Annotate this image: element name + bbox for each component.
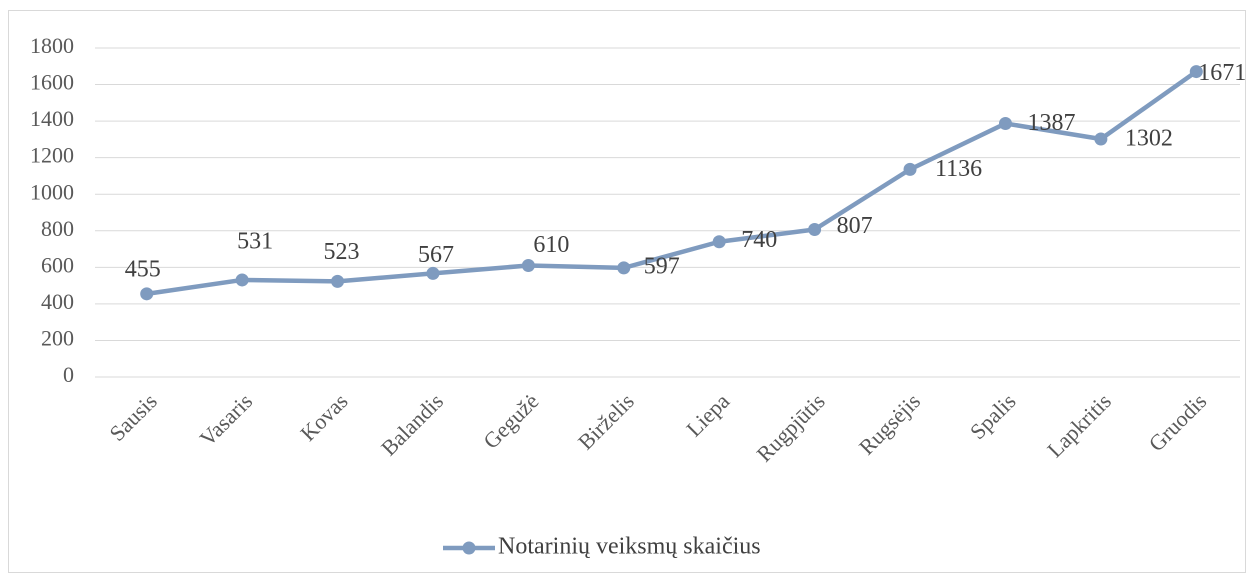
point — [712, 235, 726, 249]
data-label: 1302 — [1125, 126, 1173, 152]
point — [521, 259, 535, 273]
series-line — [146, 69, 1198, 297]
point — [903, 162, 917, 176]
data-label: 1671 — [1198, 60, 1246, 86]
chart-border — [8, 10, 1246, 573]
data-label: 740 — [741, 227, 777, 253]
legend-marker — [462, 541, 476, 555]
point — [808, 222, 822, 236]
y-tick-label: 1600 — [30, 70, 74, 95]
data-label: 597 — [644, 253, 680, 279]
point — [331, 274, 345, 288]
y-tick-label: 200 — [41, 325, 74, 350]
point — [235, 273, 249, 287]
data-label: 1136 — [935, 156, 982, 182]
point — [1094, 132, 1108, 146]
data-label: 567 — [418, 242, 454, 268]
point — [1189, 65, 1203, 79]
data-label: 610 — [533, 232, 569, 258]
y-tick-label: 400 — [41, 289, 74, 314]
data-label: 455 — [125, 256, 161, 282]
point — [998, 116, 1012, 130]
y-tick-label: 600 — [41, 252, 74, 277]
point — [426, 266, 440, 280]
y-tick-label: 1400 — [30, 106, 74, 131]
y-tick-label: 1800 — [30, 33, 74, 58]
y-tick-label: 0 — [63, 362, 74, 387]
data-label: 1387 — [1027, 110, 1075, 136]
data-label: 523 — [324, 239, 360, 265]
point — [617, 261, 631, 275]
legend-label: Notarinių veiksmų skaičius — [498, 534, 761, 560]
y-tick-label: 1000 — [30, 179, 74, 204]
y-tick-label: 800 — [41, 216, 74, 241]
data-label: 807 — [837, 213, 873, 239]
data-label: 531 — [237, 228, 273, 254]
point — [140, 287, 154, 301]
y-tick-label: 1200 — [30, 143, 74, 168]
